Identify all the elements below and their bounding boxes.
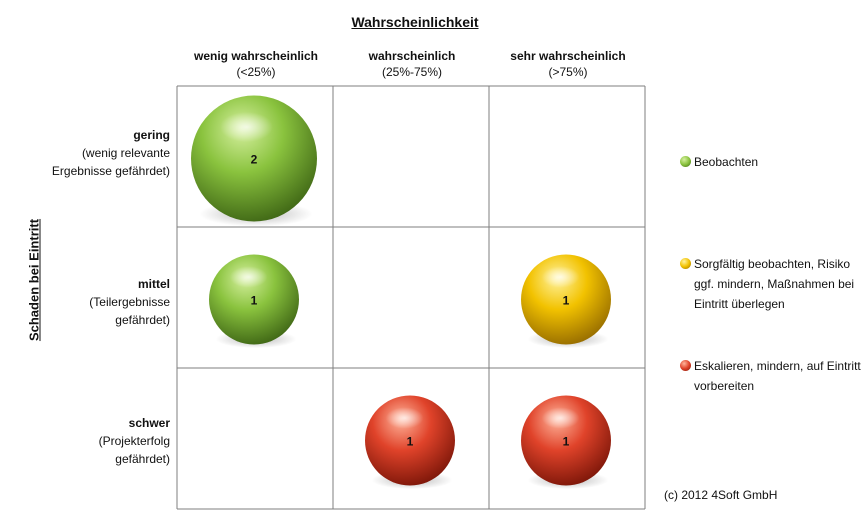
column-header-high-label: sehr wahrscheinlich [510, 49, 626, 63]
legend-marker-green [680, 156, 691, 167]
row-header-high-desc-2: gefährdet) [115, 452, 170, 466]
legend-marker-yellow [680, 258, 691, 269]
column-header-medium-label: wahrscheinlich [368, 49, 456, 63]
bubble-green-r0c0: 2 [191, 95, 317, 227]
legend-item-red: Eskalieren, mindern, auf Eintritt vorber… [680, 356, 862, 396]
bubble-green-r1c0: 1 [209, 254, 299, 349]
row-header-medium-desc-1: (Teilergebnisse [89, 295, 170, 309]
bubble-highlight [385, 407, 424, 429]
bubble-highlight [541, 407, 580, 429]
row-header-low-desc-2: Ergebnisse gefährdet) [51, 164, 170, 178]
bubble-value-label: 1 [563, 435, 570, 449]
row-header-high-label: schwer [128, 416, 170, 430]
bubble-value-label: 1 [407, 435, 414, 449]
bubble-value-label: 1 [251, 294, 258, 308]
row-header-medium-desc-2: gefährdet) [115, 313, 170, 327]
bubble-value-label: 2 [251, 153, 258, 167]
copyright-text: (c) 2012 4Soft GmbH [664, 488, 778, 502]
bubble-highlight [229, 266, 268, 288]
bubble-red-r2c2: 1 [521, 395, 611, 490]
bubble-value-label: 1 [563, 294, 570, 308]
column-header-low-label: wenig wahrscheinlich [193, 49, 319, 63]
legend-text-red: Eskalieren, mindern, auf Eintritt vorber… [694, 359, 861, 393]
column-header-high-range: (>75%) [548, 65, 588, 79]
legend-text-green: Beobachten [694, 155, 759, 169]
bubble-red-r2c1: 1 [365, 395, 455, 490]
bubble-yellow-r1c2: 1 [521, 254, 611, 349]
legend-text-yellow: Sorgfältig beobachten, Risiko ggf. minde… [694, 257, 855, 311]
legend-marker-red [680, 360, 691, 371]
column-header-low: wenig wahrscheinlich (<25%) [177, 48, 335, 80]
bubble-highlight [219, 111, 273, 143]
row-header-medium: mittel (Teilergebnisse gefährdet) [40, 275, 170, 329]
row-header-high-desc-1: (Projekterfolg [98, 434, 170, 448]
column-header-low-range: (<25%) [236, 65, 276, 79]
legend-item-yellow: Sorgfältig beobachten, Risiko ggf. minde… [680, 254, 862, 314]
bubble-highlight [541, 266, 580, 288]
row-header-high: schwer (Projekterfolg gefährdet) [40, 414, 170, 468]
column-header-high: sehr wahrscheinlich (>75%) [489, 48, 647, 80]
row-header-medium-label: mittel [137, 277, 170, 291]
chart-title: Wahrscheinlichkeit [351, 14, 479, 30]
row-header-low: gering (wenig relevante Ergebnisse gefäh… [40, 126, 170, 180]
legend-item-green: Beobachten [680, 152, 862, 172]
row-header-low-label: gering [133, 128, 170, 142]
column-header-medium: wahrscheinlich (25%-75%) [333, 48, 491, 80]
column-header-medium-range: (25%-75%) [381, 65, 443, 79]
row-header-low-desc-1: (wenig relevante [81, 146, 170, 160]
